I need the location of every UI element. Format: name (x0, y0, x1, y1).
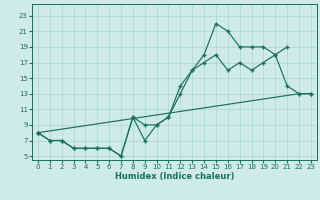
X-axis label: Humidex (Indice chaleur): Humidex (Indice chaleur) (115, 172, 234, 181)
